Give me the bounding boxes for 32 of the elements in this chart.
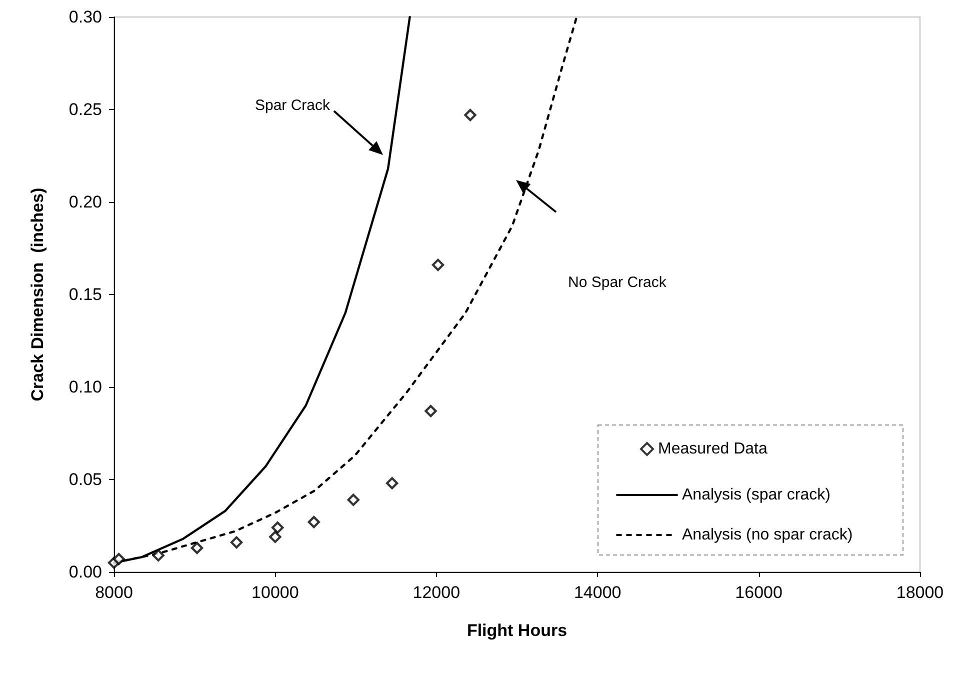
y-tick-label: 0.25 xyxy=(68,100,102,119)
point xyxy=(347,494,360,506)
point xyxy=(272,522,284,534)
y-tick-label: 0.00 xyxy=(68,562,102,582)
point xyxy=(432,258,444,271)
y-tick-label: 0.20 xyxy=(68,192,102,212)
x-tick-label: 8000 xyxy=(95,583,133,602)
x-tick-label: 10000 xyxy=(252,583,299,602)
y-axis-title: Crack Dimension (inches) xyxy=(28,188,47,402)
legend-label: Measured Data xyxy=(658,440,768,458)
point xyxy=(386,477,398,490)
point xyxy=(269,530,282,543)
point xyxy=(308,516,320,528)
point xyxy=(464,108,476,122)
point xyxy=(190,542,204,554)
y-tick-label: 0.15 xyxy=(68,285,102,304)
x-tick-label: 14000 xyxy=(574,583,622,602)
y-tick-label: 0.30 xyxy=(68,8,102,26)
point xyxy=(230,536,243,548)
point xyxy=(424,404,437,418)
point xyxy=(112,552,125,566)
x-tick-label: 12000 xyxy=(412,583,460,602)
legend-label: Analysis (spar crack) xyxy=(682,486,830,504)
annotation: No Spar Crack xyxy=(568,274,667,291)
point xyxy=(152,549,164,562)
x-tick-label: 18000 xyxy=(896,583,944,602)
x-tick-label: 16000 xyxy=(735,583,782,602)
x-axis-title: Flight Hours xyxy=(466,621,568,640)
y-tick-label: 0.10 xyxy=(68,378,102,396)
legend-label: Analysis (no spar crack) xyxy=(682,526,853,544)
y-tick-label: 0.05 xyxy=(68,470,102,489)
annotation: Spar Crack xyxy=(254,97,330,114)
